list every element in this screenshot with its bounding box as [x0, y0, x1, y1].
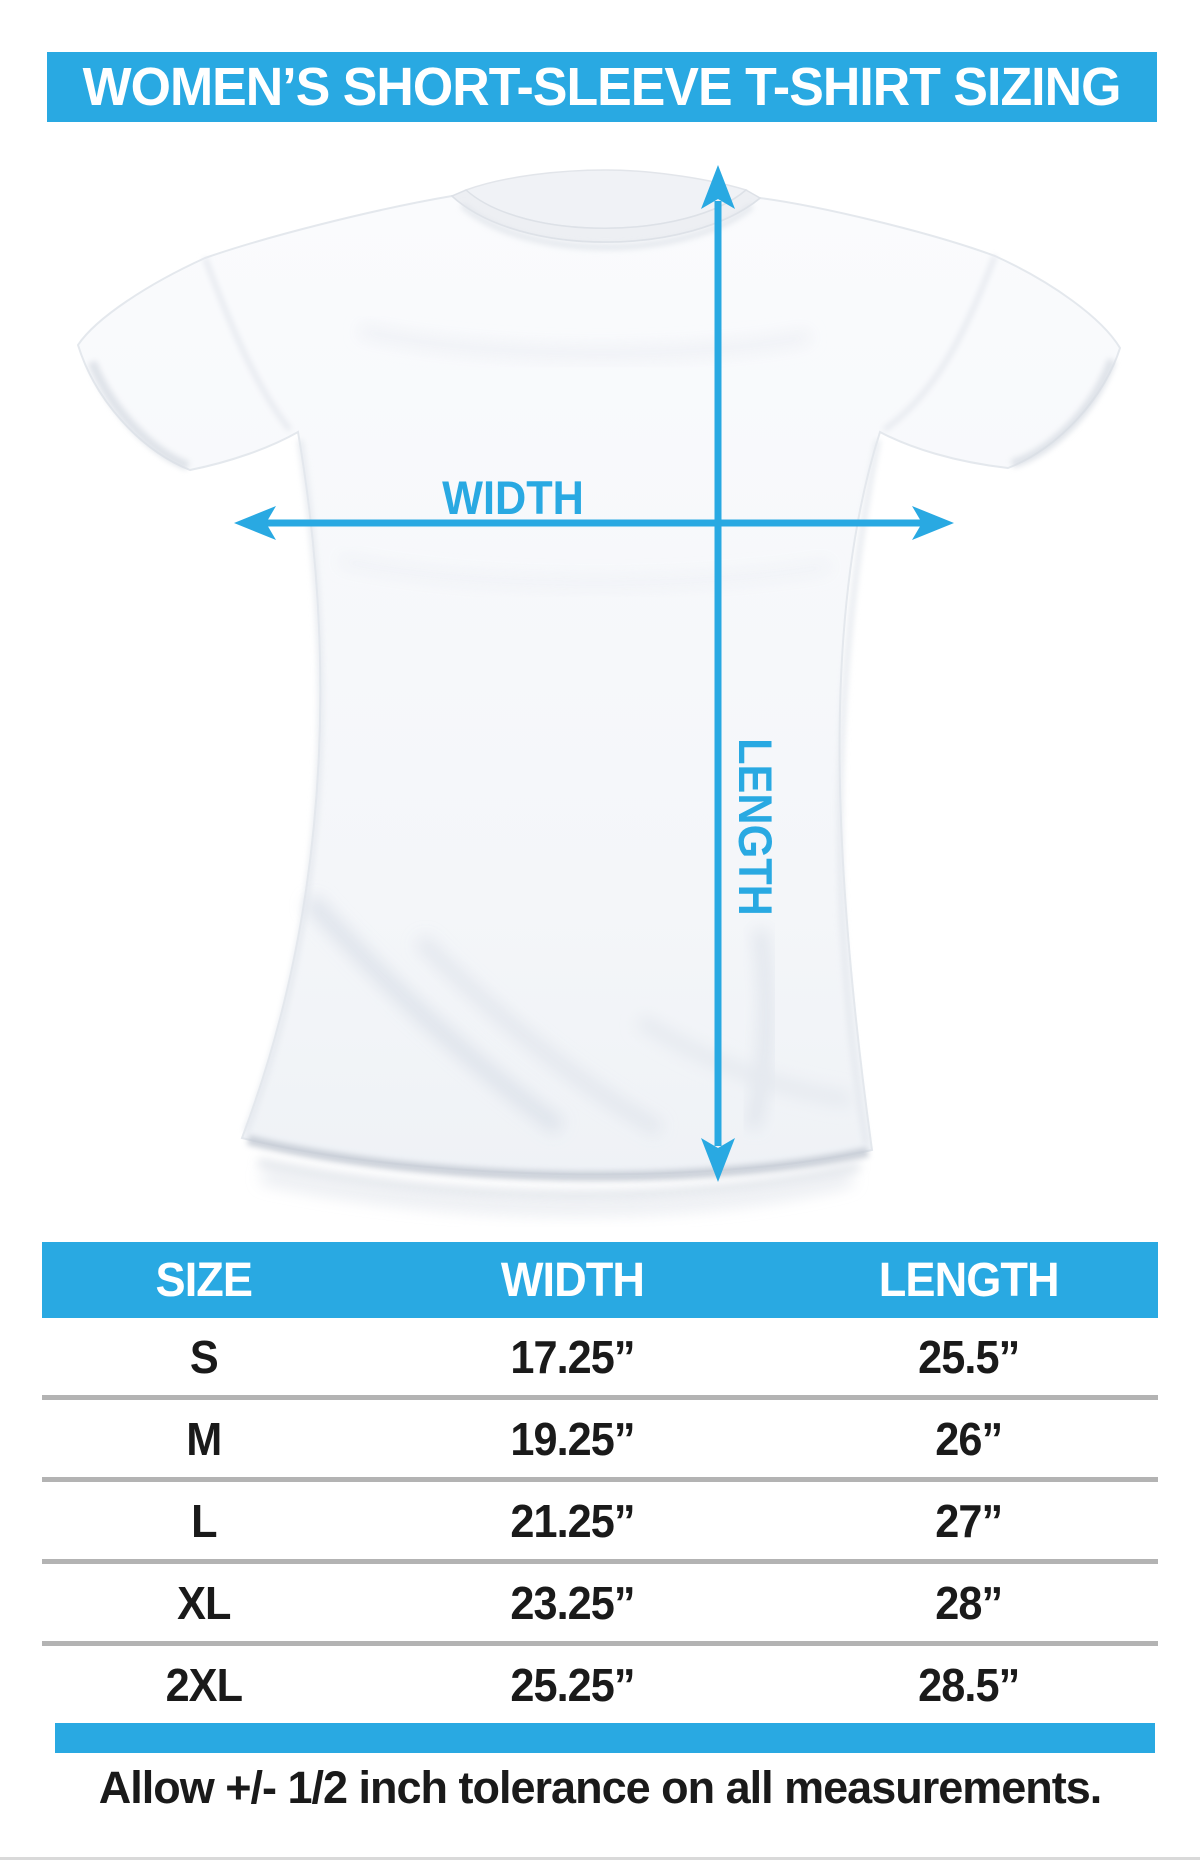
size-cell: XL [177, 1576, 231, 1629]
image-bottom-edge [0, 1857, 1200, 1860]
column-header-width: WIDTH [500, 1253, 644, 1307]
width-cell: 25.25” [509, 1658, 635, 1711]
width-cell: 19.25” [509, 1412, 635, 1465]
length-cell: 27” [934, 1494, 1003, 1547]
table-row: XL 23.25” 28” [42, 1564, 1158, 1641]
size-table: SIZE WIDTH LENGTH S 17.25” 25.5” M 19.25… [42, 1242, 1158, 1723]
size-cell: S [189, 1330, 219, 1383]
row-divider [42, 1477, 1158, 1482]
title-banner: WOMEN’S SHORT-SLEEVE T-SHIRT SIZING [47, 52, 1157, 122]
size-cell: 2XL [165, 1658, 243, 1711]
width-cell: 21.25” [509, 1494, 635, 1547]
row-divider [42, 1559, 1158, 1564]
width-cell: 17.25” [509, 1330, 635, 1383]
column-header-size: SIZE [155, 1253, 253, 1307]
table-row: S 17.25” 25.5” [42, 1318, 1158, 1395]
width-measure-arrow-icon [234, 506, 954, 540]
size-cell: L [191, 1494, 217, 1547]
width-label: WIDTH [442, 471, 584, 524]
row-divider [42, 1641, 1158, 1646]
tolerance-note: Allow +/- 1/2 inch tolerance on all meas… [98, 1762, 1103, 1813]
length-label: LENGTH [729, 738, 782, 916]
table-row: M 19.25” 26” [42, 1400, 1158, 1477]
width-cell: 23.25” [509, 1576, 635, 1629]
column-header-length: LENGTH [878, 1253, 1059, 1307]
size-cell: M [186, 1412, 222, 1465]
length-cell: 28.5” [917, 1658, 1020, 1711]
length-cell: 28” [934, 1576, 1003, 1629]
row-divider [42, 1395, 1158, 1400]
bottom-accent-bar [55, 1723, 1155, 1753]
length-measure-arrow-icon [701, 165, 735, 1182]
length-cell: 25.5” [917, 1330, 1020, 1383]
length-cell: 26” [934, 1412, 1003, 1465]
tshirt-graphic [76, 169, 1122, 1214]
page-title: WOMEN’S SHORT-SLEEVE T-SHIRT SIZING [83, 57, 1122, 117]
table-row: L 21.25” 27” [42, 1482, 1158, 1559]
table-header-row: SIZE WIDTH LENGTH [42, 1242, 1158, 1318]
table-row: 2XL 25.25” 28.5” [42, 1646, 1158, 1723]
